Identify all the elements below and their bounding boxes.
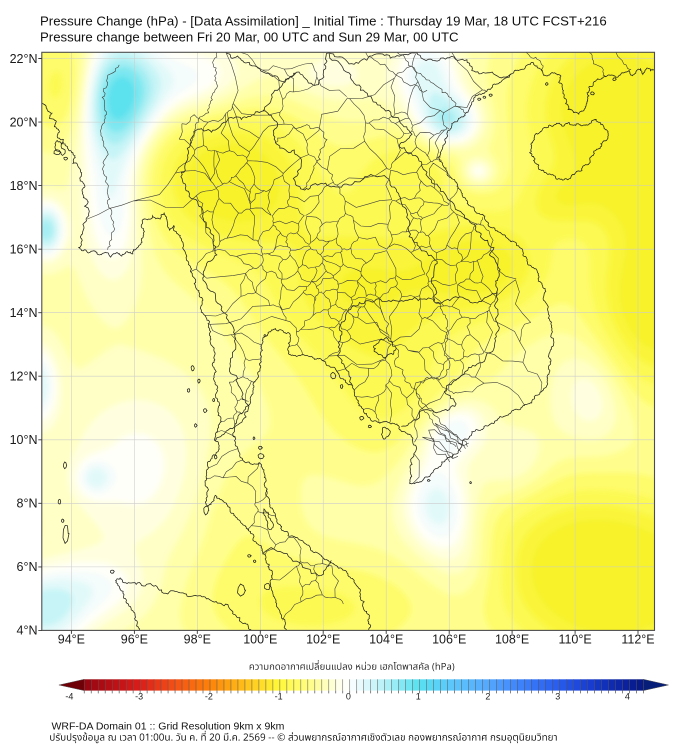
svg-text:106°E: 106°E	[432, 633, 466, 647]
svg-text:16°N: 16°N	[10, 243, 38, 257]
svg-text:-3: -3	[135, 692, 143, 702]
svg-text:-1: -1	[275, 692, 283, 702]
svg-text:4: 4	[625, 692, 630, 702]
svg-text:-2: -2	[205, 692, 213, 702]
svg-text:18°N: 18°N	[10, 179, 38, 193]
svg-text:Pressure Change (hPa) - [Data: Pressure Change (hPa) - [Data Assimilati…	[40, 13, 607, 28]
svg-text:0: 0	[346, 692, 351, 702]
svg-text:WRF-DA Domain 01 :: Grid Resol: WRF-DA Domain 01 :: Grid Resolution 9km …	[52, 721, 285, 733]
svg-text:6°N: 6°N	[17, 560, 38, 574]
svg-text:1: 1	[416, 692, 421, 702]
svg-text:110°E: 110°E	[558, 633, 591, 647]
svg-text:3: 3	[555, 692, 560, 702]
svg-text:-4: -4	[65, 692, 73, 702]
svg-text:20°N: 20°N	[10, 115, 38, 129]
svg-text:102°E: 102°E	[306, 633, 340, 647]
svg-text:10°N: 10°N	[10, 433, 38, 447]
svg-text:8°N: 8°N	[17, 497, 38, 511]
svg-text:22°N: 22°N	[10, 52, 38, 66]
svg-text:112°E: 112°E	[621, 633, 654, 647]
svg-text:14°N: 14°N	[10, 306, 38, 320]
svg-text:108°E: 108°E	[495, 633, 529, 647]
svg-text:4°N: 4°N	[17, 624, 38, 638]
svg-text:98°E: 98°E	[184, 633, 211, 647]
svg-text:100°E: 100°E	[243, 633, 277, 647]
svg-text:94°E: 94°E	[58, 633, 85, 647]
svg-text:Pressure change between Fri 20: Pressure change between Fri 20 Mar, 00 U…	[40, 30, 459, 45]
svg-text:96°E: 96°E	[121, 633, 148, 647]
svg-text:12°N: 12°N	[10, 370, 38, 384]
svg-text:2: 2	[485, 692, 490, 702]
svg-text:104°E: 104°E	[369, 633, 403, 647]
